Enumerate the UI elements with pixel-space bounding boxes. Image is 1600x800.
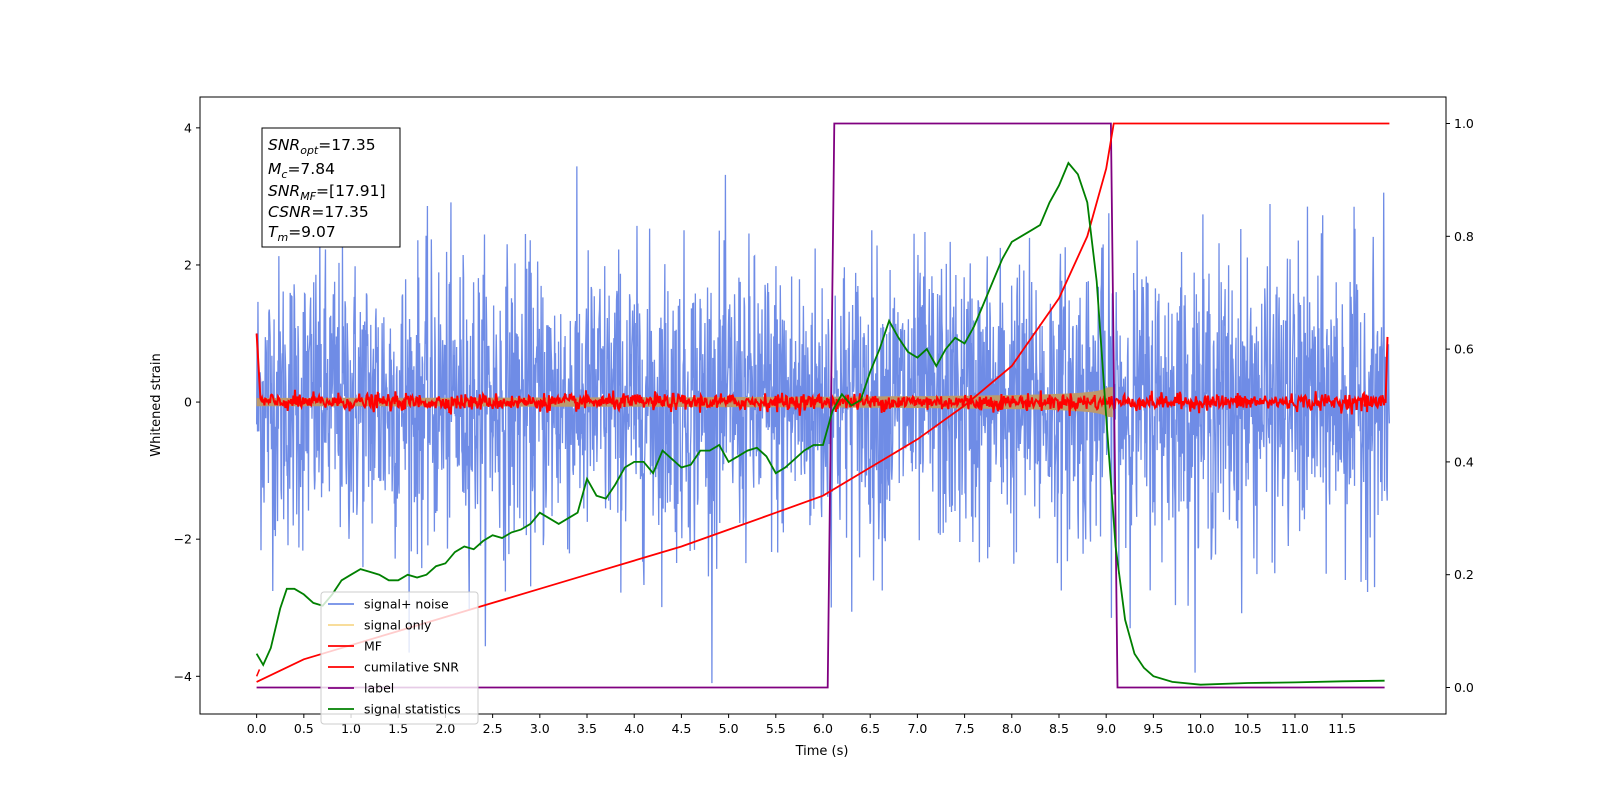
- x-tick-label: 3.0: [530, 721, 550, 736]
- x-tick-label: 8.0: [1002, 721, 1022, 736]
- y2-tick-label: 0.4: [1454, 454, 1474, 469]
- signal-statistics-line: [255, 161, 1385, 686]
- x-tick-label: 8.5: [1049, 721, 1069, 736]
- mf-series: [255, 333, 1389, 677]
- annotation-snr-opt: SNRopt=17.35: [268, 136, 376, 157]
- annotation-tm: Tm=9.07: [268, 223, 336, 244]
- x-tick-label: 4.0: [624, 721, 644, 736]
- x-tick-label: 1.5: [388, 721, 408, 736]
- y-axis-label: Whitened strain: [149, 353, 164, 456]
- mf-line: [255, 333, 1389, 417]
- y-tick-label: −4: [174, 669, 192, 684]
- x-tick-label: 11.0: [1281, 721, 1309, 736]
- y2-tick-label: 0.0: [1454, 680, 1474, 695]
- y-tick-label: 0: [184, 395, 192, 410]
- legend-label: signal+ noise: [364, 597, 449, 612]
- x-tick-label: 2.0: [435, 721, 455, 736]
- x-axis-ticks: 0.0 0.5 1.0 1.5 2.0 2.5 3.0 3.5 4.0 4.5 5.0 5.5 6.0 6…: [247, 714, 1356, 736]
- x-tick-label: 9.5: [1143, 721, 1163, 736]
- x-tick-label: 7.5: [955, 721, 975, 736]
- x-tick-label: 5.5: [766, 721, 786, 736]
- y2-tick-label: 1.0: [1454, 116, 1474, 131]
- x-tick-label: 4.5: [671, 721, 691, 736]
- x-tick-label: 0.5: [294, 721, 314, 736]
- x-tick-label: 5.0: [719, 721, 739, 736]
- legend-box: [320, 591, 479, 725]
- annotation-snr-mf: SNRMF=[17.91]: [268, 182, 386, 203]
- x-tick-label: 0.0: [247, 721, 267, 736]
- y2-tick-label: 0.6: [1454, 342, 1474, 357]
- x-tick-label: 7.0: [907, 721, 927, 736]
- legend-label: cumilative SNR: [364, 660, 459, 675]
- signal-noise-line: [255, 166, 1391, 684]
- x-tick-label: 3.5: [577, 721, 597, 736]
- annotation-mc: Mc=7.84: [268, 160, 335, 181]
- signal-noise-series: [255, 166, 1391, 684]
- y2-axis-ticks: 0.0 0.2 0.4 0.6 0.8 1.0: [1446, 116, 1474, 695]
- y2-tick-label: 0.2: [1454, 567, 1474, 582]
- legend-label: signal statistics: [364, 702, 461, 717]
- x-tick-label: 6.5: [860, 721, 880, 736]
- x-tick-label: 2.5: [483, 721, 503, 736]
- legend-label: label: [364, 681, 394, 696]
- x-tick-label: 11.5: [1328, 721, 1356, 736]
- legend-label: signal only: [364, 618, 432, 633]
- x-tick-label: 10.0: [1187, 721, 1215, 736]
- mf-start-segment: [255, 669, 261, 677]
- annotation-csnr: CSNR=17.35: [268, 203, 369, 221]
- legend: signal+ noise signal only MF cumilative SNR…: [320, 591, 479, 725]
- annotation-box: SNRopt=17.35 Mc=7.84 SNRMF=[17.91] CSNR=…: [261, 127, 401, 248]
- y2-tick-label: 0.8: [1454, 229, 1474, 244]
- legend-label: MF: [364, 639, 382, 654]
- x-tick-label: 9.0: [1096, 721, 1116, 736]
- y-tick-label: 4: [184, 120, 192, 135]
- x-tick-label: 1.0: [341, 721, 361, 736]
- x-tick-label: 10.5: [1234, 721, 1262, 736]
- y-tick-label: 2: [184, 257, 192, 272]
- label-line: [256, 122, 1385, 689]
- x-axis-label: Time (s): [795, 744, 849, 759]
- x-tick-label: 6.0: [813, 721, 833, 736]
- y-tick-label: −2: [174, 532, 192, 547]
- y-axis-ticks: −4 −2 0 2 4: [174, 120, 200, 684]
